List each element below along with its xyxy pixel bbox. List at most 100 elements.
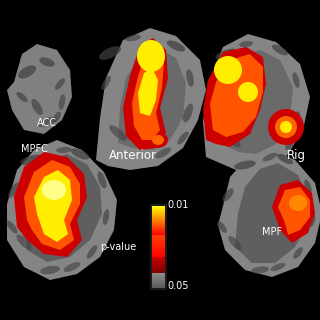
Bar xyxy=(152,248,165,249)
Text: Rig: Rig xyxy=(286,149,305,162)
Bar xyxy=(152,282,165,283)
Text: 0.05: 0.05 xyxy=(167,281,188,292)
Bar xyxy=(152,226,165,227)
Polygon shape xyxy=(7,140,117,280)
Bar xyxy=(152,274,165,275)
Bar xyxy=(152,251,165,252)
Bar xyxy=(152,271,165,272)
Bar xyxy=(152,274,165,275)
Bar xyxy=(152,256,165,257)
Bar xyxy=(152,217,165,218)
Polygon shape xyxy=(7,44,72,134)
Ellipse shape xyxy=(214,56,242,84)
Polygon shape xyxy=(24,160,80,250)
Bar xyxy=(152,256,165,257)
Bar xyxy=(152,219,165,220)
Bar xyxy=(152,225,165,226)
Ellipse shape xyxy=(228,236,242,250)
Bar xyxy=(152,254,165,255)
Bar xyxy=(152,279,165,280)
Ellipse shape xyxy=(137,40,165,72)
Ellipse shape xyxy=(36,160,48,168)
Bar xyxy=(152,285,165,286)
Bar xyxy=(152,214,165,215)
Bar xyxy=(152,215,165,216)
Ellipse shape xyxy=(239,41,253,47)
Bar xyxy=(152,281,165,282)
Ellipse shape xyxy=(16,92,28,102)
Bar xyxy=(152,209,165,210)
Ellipse shape xyxy=(87,245,97,259)
Bar xyxy=(152,207,165,208)
Bar xyxy=(152,265,165,266)
Ellipse shape xyxy=(216,49,236,59)
Bar xyxy=(152,236,165,237)
Ellipse shape xyxy=(40,266,60,274)
Polygon shape xyxy=(278,187,310,235)
Polygon shape xyxy=(272,180,315,243)
Bar xyxy=(152,216,165,217)
Bar xyxy=(152,258,165,259)
Bar xyxy=(152,259,165,260)
Bar xyxy=(152,257,165,258)
Bar xyxy=(152,258,165,259)
Ellipse shape xyxy=(55,78,65,90)
Bar xyxy=(152,260,165,261)
Bar xyxy=(152,219,165,220)
Bar xyxy=(152,218,165,219)
Bar xyxy=(152,242,165,243)
Bar xyxy=(152,276,165,277)
Bar xyxy=(152,247,165,248)
Bar xyxy=(152,270,165,271)
Bar xyxy=(152,241,165,242)
Polygon shape xyxy=(203,47,266,147)
Ellipse shape xyxy=(148,132,168,148)
Bar xyxy=(152,210,165,211)
Bar xyxy=(152,284,165,285)
Ellipse shape xyxy=(42,180,66,200)
Bar xyxy=(152,243,165,244)
Ellipse shape xyxy=(8,182,20,198)
Bar xyxy=(152,267,165,268)
Polygon shape xyxy=(220,50,293,154)
Bar xyxy=(152,228,165,229)
Bar xyxy=(152,278,165,279)
Ellipse shape xyxy=(263,153,277,161)
Ellipse shape xyxy=(225,132,241,148)
Bar xyxy=(152,261,165,262)
Text: MPFC: MPFC xyxy=(21,144,48,154)
Bar xyxy=(152,217,165,218)
Ellipse shape xyxy=(304,179,312,195)
Ellipse shape xyxy=(155,148,171,158)
Bar xyxy=(152,287,165,288)
Bar xyxy=(152,268,165,269)
Bar xyxy=(152,209,165,210)
Bar xyxy=(152,243,165,244)
Ellipse shape xyxy=(101,76,111,90)
Bar xyxy=(152,218,165,219)
Text: MPF: MPF xyxy=(262,227,283,237)
Bar xyxy=(152,229,165,230)
Bar xyxy=(152,273,165,274)
Bar xyxy=(152,245,165,246)
Bar xyxy=(152,206,165,207)
Bar xyxy=(152,278,165,279)
Bar xyxy=(152,225,165,226)
Ellipse shape xyxy=(208,82,218,98)
Polygon shape xyxy=(24,154,102,262)
Ellipse shape xyxy=(16,234,32,250)
Bar xyxy=(152,248,165,249)
Bar xyxy=(152,234,165,235)
Ellipse shape xyxy=(152,135,164,145)
Bar xyxy=(152,220,165,221)
Bar xyxy=(152,284,165,285)
Ellipse shape xyxy=(103,209,109,225)
Bar xyxy=(152,272,165,273)
Bar xyxy=(152,215,165,216)
Polygon shape xyxy=(14,152,87,257)
Bar xyxy=(152,269,165,270)
Bar xyxy=(152,236,165,237)
Ellipse shape xyxy=(285,138,295,150)
Bar xyxy=(152,286,165,287)
Bar xyxy=(152,231,165,232)
